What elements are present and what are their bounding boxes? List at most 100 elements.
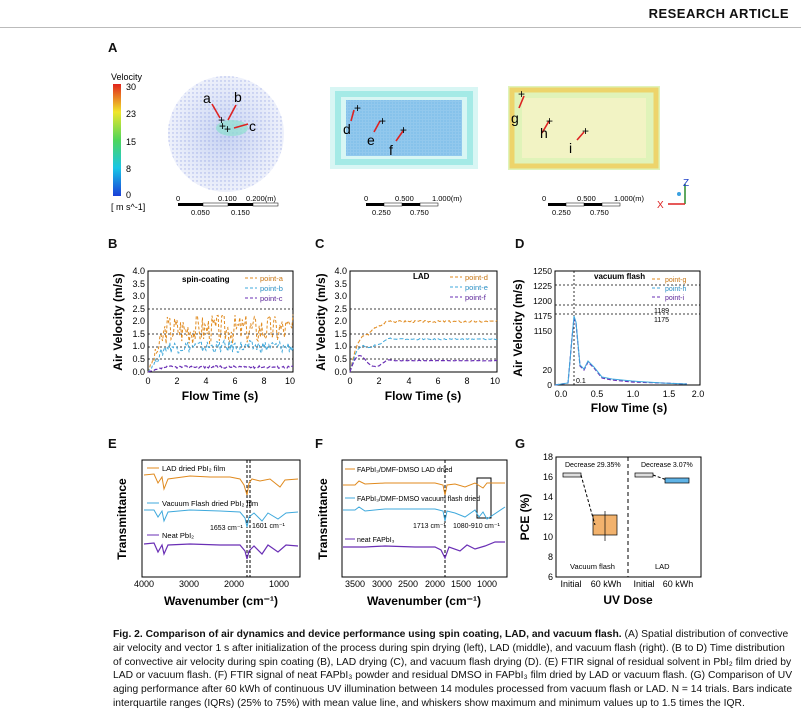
scale-tick: 0.750 xyxy=(590,208,609,217)
b-ytick: 2.0 xyxy=(132,316,145,326)
c-ytick: 0.5 xyxy=(334,354,347,364)
panel-b-chart: 4.0 3.5 3.0 2.5 2.0 1.5 1.0 0.5 0.0 spin… xyxy=(111,266,295,403)
d-ytick: 1250 xyxy=(533,266,552,276)
c-legend-d: point-d xyxy=(465,273,488,282)
g-xlabel: UV Dose xyxy=(603,593,653,607)
series-point-i xyxy=(554,317,688,386)
c-xtick: 6 xyxy=(435,376,440,386)
f-legend-lad: FAPbI₃/DMF-DMSO LAD dried xyxy=(357,467,453,474)
d-ytick: 20 xyxy=(543,365,553,375)
c-ytick: 4.0 xyxy=(334,266,347,276)
d-xtick: 1.5 xyxy=(663,389,676,399)
axis-x-label: X xyxy=(657,200,664,211)
c-xtick: 0 xyxy=(347,376,352,386)
e-xtick: 2000 xyxy=(224,579,244,589)
c-ytick: 0.0 xyxy=(334,367,347,377)
e-xtick: 1000 xyxy=(269,579,289,589)
spin-center-zone xyxy=(216,120,248,136)
point-label-c: c xyxy=(249,118,256,134)
g-ytick: 6 xyxy=(548,572,553,582)
scale-tick: 0.250 xyxy=(552,208,571,217)
g-ytick: 10 xyxy=(543,532,553,542)
scale-tick: 0.100 xyxy=(218,194,237,203)
crosshair-marker: + xyxy=(379,114,386,128)
e-xlabel: Wavenumber (cm⁻¹) xyxy=(164,594,278,608)
b-ytick: 0.5 xyxy=(132,354,145,364)
g-group-vf: Vacuum flash xyxy=(570,562,615,571)
d-legend-h: point-h xyxy=(665,286,687,293)
series-point-f xyxy=(349,354,498,373)
series-point-h xyxy=(554,315,688,386)
f-series-neat xyxy=(343,541,505,560)
b-ytick: 1.0 xyxy=(132,341,145,351)
g-group-lad: LAD xyxy=(655,562,670,571)
b-ytick: 2.5 xyxy=(132,304,145,314)
point-label-e: e xyxy=(367,132,375,148)
point-label-g: g xyxy=(511,110,519,126)
f-series-vf xyxy=(343,506,506,522)
g-box-vf-initial xyxy=(562,472,582,478)
series-point-e xyxy=(349,337,498,373)
d-annotation: 1189 xyxy=(654,308,669,315)
b-xtick: 4 xyxy=(203,376,208,386)
f-xtick: 1500 xyxy=(451,579,471,589)
g-ytick: 12 xyxy=(543,512,553,522)
panel-label-a: A xyxy=(108,40,118,55)
c-legend-f: point-f xyxy=(465,293,487,302)
lad-vectors xyxy=(346,100,462,156)
b-xtick: 8 xyxy=(261,376,266,386)
e-xtick: 3000 xyxy=(179,579,199,589)
header-divider xyxy=(0,27,801,28)
d-ytick: 1150 xyxy=(534,326,553,336)
e-series-neat xyxy=(143,542,299,560)
b-plot-frame xyxy=(147,270,294,373)
colorbar-tick: 0 xyxy=(126,190,131,200)
e-legend-lad: LAD dried PbI₂ film xyxy=(162,464,225,473)
panel-label-c: C xyxy=(315,236,325,251)
colorbar-tick: 23 xyxy=(126,109,136,119)
crosshair-marker: + xyxy=(218,113,225,127)
series-point-c xyxy=(147,364,294,373)
e-ylabel: Transmittance xyxy=(115,478,129,560)
b-xtick: 10 xyxy=(285,376,295,386)
g-ylabel: PCE (%) xyxy=(518,494,532,541)
b-legend-b: point-b xyxy=(260,284,283,293)
crosshair-marker: + xyxy=(582,124,589,138)
f-series-lad xyxy=(343,480,505,496)
panel-label-b: B xyxy=(108,236,118,251)
c-ytick: 2.0 xyxy=(334,316,347,326)
e-annotation: 1653 cm⁻¹ xyxy=(210,525,244,532)
c-plot-frame xyxy=(349,270,498,373)
c-ylabel: Air Velocity (m/s) xyxy=(315,273,328,370)
d-plot-frame xyxy=(554,270,701,386)
point-label-a: a xyxy=(203,90,211,106)
point-label-f: f xyxy=(389,142,393,158)
article-type-header: RESEARCH ARTICLE xyxy=(648,6,789,21)
g-ytick: 8 xyxy=(548,552,553,562)
f-legend-vf: FAPbI₃/DMF-DMSO vacuum flash dried xyxy=(357,496,480,503)
d-xtick: 0.0 xyxy=(555,389,568,399)
axis-z-label: Z xyxy=(683,178,689,189)
d-legend-i: point-i xyxy=(665,295,685,302)
b-ytick: 3.0 xyxy=(132,291,145,301)
g-xtick: Initial xyxy=(560,579,581,589)
g-xtick: 60 kWh xyxy=(663,579,694,589)
c-legend-e: point-e xyxy=(465,283,488,292)
g-decrease-lad: Decrease 3.07% xyxy=(641,462,693,469)
c-xtick: 8 xyxy=(464,376,469,386)
crosshair-marker: + xyxy=(546,114,553,128)
b-xlabel: Flow Time (s) xyxy=(182,389,258,403)
scale-tick: 0.200(m) xyxy=(246,194,277,203)
colorbar-title: Velocity xyxy=(111,72,143,82)
f-annotation: 1713 cm⁻¹ xyxy=(413,523,447,530)
colorbar xyxy=(113,84,121,196)
b-legend-a: point-a xyxy=(260,274,284,283)
f-xtick: 2000 xyxy=(425,579,445,589)
lad-ring xyxy=(335,91,473,165)
b-ytick: 1.5 xyxy=(132,329,145,339)
crosshair-marker: + xyxy=(219,119,226,133)
d-ylabel: Air Velocity (m/s) xyxy=(512,279,525,376)
vf-inner-field xyxy=(522,98,646,158)
e-legend-neat: Neat PbI₂ xyxy=(162,531,194,540)
f-xtick: 3000 xyxy=(372,579,392,589)
